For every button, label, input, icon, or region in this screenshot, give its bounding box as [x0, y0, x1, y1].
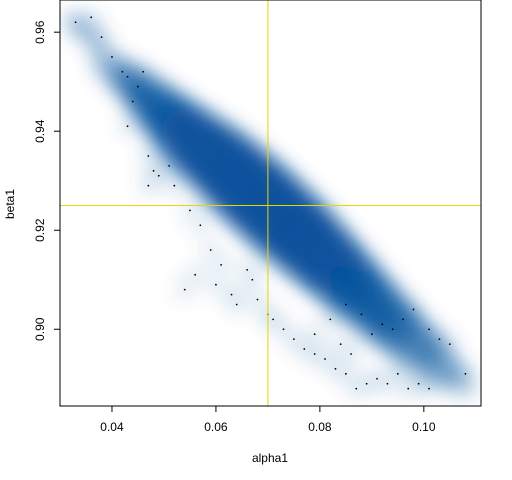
scatter-point [344, 303, 347, 306]
scatter-point [272, 318, 274, 321]
scatter-point [339, 343, 342, 346]
scatter-point [246, 268, 249, 271]
scatter-point [126, 125, 129, 128]
scatter-point [220, 263, 223, 266]
scatter-point [194, 273, 197, 276]
y-axis: 0.90 0.92 0.94 0.96 [33, 20, 60, 341]
scatter-point [402, 318, 404, 321]
scatter-point [370, 333, 373, 336]
density-layer [64, 7, 477, 399]
scatter-point [448, 343, 451, 346]
scatter-point [90, 16, 93, 19]
scatter-point [256, 298, 259, 301]
scatter-point [199, 224, 202, 227]
scatter-point [365, 382, 368, 385]
scatter-point [121, 70, 124, 73]
scatter-point [350, 353, 352, 355]
scatter-point [100, 36, 103, 39]
x-tick-label: 0.06 [204, 420, 228, 434]
scatter-point [142, 70, 145, 73]
x-tick-label: 0.08 [308, 420, 332, 434]
y-tick-label: 0.96 [33, 20, 47, 44]
scatter-point [173, 184, 176, 187]
scatter-point [428, 328, 430, 331]
y-tick-label: 0.92 [33, 218, 47, 242]
x-axis: 0.04 0.06 0.08 0.10 [100, 405, 436, 434]
scatter-point [464, 372, 467, 375]
scatter-point [215, 283, 217, 286]
scatter-point [111, 56, 113, 58]
scatter-point [313, 333, 316, 336]
scatter-point [131, 100, 134, 103]
scatter-point [313, 353, 316, 355]
scatter-point [303, 348, 306, 350]
scatter-point [329, 318, 332, 321]
x-tick-label: 0.04 [100, 420, 124, 434]
scatter-point [282, 328, 285, 331]
y-axis-title: beta1 [3, 189, 17, 219]
scatter-point [324, 358, 326, 360]
y-tick-label: 0.90 [33, 317, 47, 341]
scatter-point [147, 184, 150, 187]
y-tick-label: 0.94 [33, 119, 47, 143]
scatter-point [391, 328, 394, 331]
scatter-point [292, 338, 295, 341]
scatter-point [417, 382, 420, 385]
x-tick-label: 0.10 [412, 420, 436, 434]
scatter-point [251, 278, 254, 281]
scatter-point [438, 338, 441, 341]
scatter-point [183, 288, 186, 291]
scatter-point [386, 382, 389, 385]
scatter-point [168, 164, 171, 167]
scatter-point [407, 387, 410, 390]
scatter-point [412, 308, 415, 311]
scatter-point [334, 367, 337, 370]
scatter-point [230, 293, 233, 296]
scatter-point [147, 155, 150, 157]
scatter-point [355, 387, 358, 390]
scatter-point [74, 21, 77, 24]
scatter-point [376, 377, 378, 380]
density-core [426, 353, 463, 385]
scatter-point [396, 372, 399, 375]
x-axis-title: alpha1 [252, 451, 288, 465]
scatter-point [157, 174, 160, 177]
scatter-point [428, 387, 430, 390]
scatter-point [344, 372, 347, 375]
scatter-point [152, 169, 155, 172]
scatter-point [137, 85, 139, 88]
scatter-point [126, 75, 129, 78]
scatter-point [235, 303, 238, 306]
scatter-point [381, 323, 384, 326]
scatter-point [360, 313, 363, 316]
scatter-point [209, 249, 212, 251]
scatter-point [189, 209, 191, 212]
